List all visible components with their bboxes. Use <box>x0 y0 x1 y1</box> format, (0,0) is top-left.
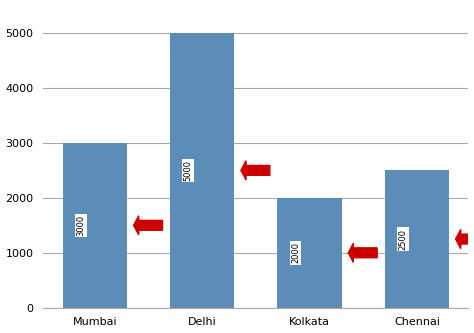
FancyArrow shape <box>348 243 377 262</box>
FancyArrow shape <box>134 216 163 235</box>
Text: 2500: 2500 <box>398 228 407 249</box>
Bar <box>63 143 127 308</box>
Bar <box>277 198 342 308</box>
Bar <box>170 33 235 308</box>
FancyArrow shape <box>241 161 270 180</box>
Text: 2000: 2000 <box>291 242 300 263</box>
Bar <box>385 170 449 308</box>
Text: 5000: 5000 <box>183 160 192 181</box>
FancyArrow shape <box>456 229 474 249</box>
Text: 3000: 3000 <box>76 215 85 236</box>
